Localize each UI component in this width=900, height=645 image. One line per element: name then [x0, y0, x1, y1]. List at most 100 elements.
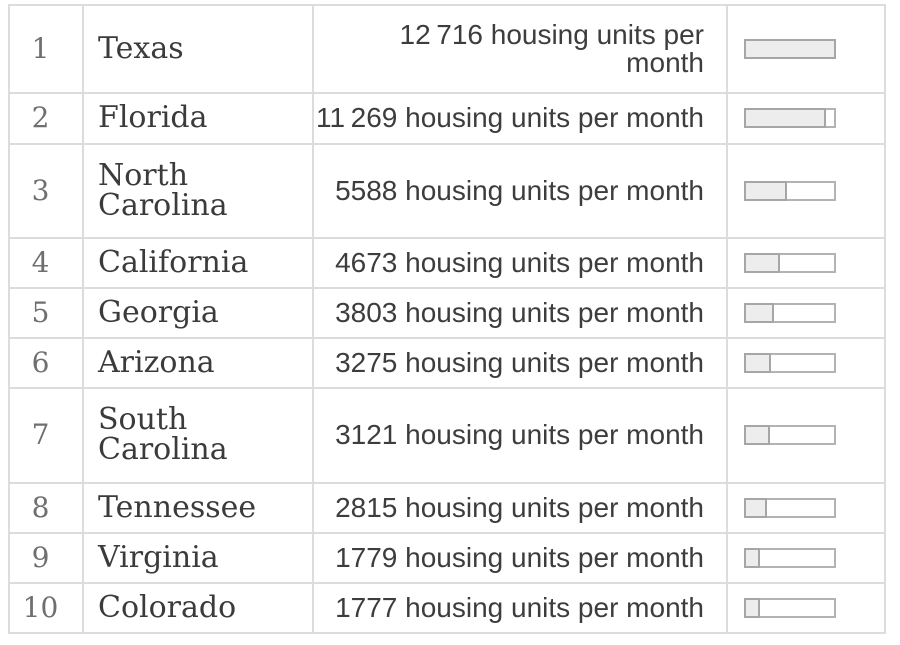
- table-body: 1 Texas 12 716 housing units per month 2…: [8, 3, 886, 635]
- bar-chart: [744, 252, 836, 273]
- bar-cell: [726, 581, 886, 635]
- bar-cell: [726, 337, 886, 390]
- state-name-label: Florida: [98, 100, 208, 136]
- ranking-table: 1 Texas 12 716 housing units per month 2…: [8, 3, 886, 635]
- state-name-label: Colorado: [98, 589, 237, 625]
- value-cell: 11 269 housing units per month: [312, 92, 728, 145]
- value-label: 12 716 housing units per month: [399, 19, 705, 79]
- table-row: 6 Arizona 3275 housing units per month: [8, 337, 886, 390]
- value-label: 5588 housing units per month: [335, 174, 704, 206]
- state-name-label: Tennessee: [98, 489, 257, 525]
- rank-cell: 4: [8, 236, 84, 290]
- table-row: 10 Colorado 1777 housing units per month: [8, 581, 886, 635]
- value-label: 3803 housing units per month: [335, 297, 704, 329]
- state-name-label: Arizona: [98, 345, 215, 381]
- bar-chart: [744, 180, 836, 201]
- bar-cell: [726, 387, 886, 484]
- rank-cell: 8: [8, 481, 84, 534]
- bar-fill: [744, 252, 781, 273]
- rank-cell: 5: [8, 286, 84, 340]
- value-cell: 5588 housing units per month: [312, 142, 728, 239]
- bar-cell: [726, 142, 886, 239]
- state-name-label: North Carolina: [98, 157, 228, 223]
- state-name-cell: Arizona: [82, 337, 314, 390]
- rank-cell: 9: [8, 531, 84, 584]
- rank-cell: 2: [8, 92, 84, 145]
- table-row: 5 Georgia 3803 housing units per month: [8, 286, 886, 340]
- table-row: 3 North Carolina 5588 housing units per …: [8, 142, 886, 239]
- bar-chart: [744, 547, 836, 568]
- rank-label: 5: [31, 296, 50, 330]
- rank-label: 1: [31, 32, 50, 66]
- bar-fill: [744, 353, 771, 374]
- rank-cell: 1: [8, 3, 84, 95]
- state-name-cell: South Carolina: [82, 387, 314, 484]
- rank-cell: 3: [8, 142, 84, 239]
- value-cell: 2815 housing units per month: [312, 481, 728, 534]
- state-name-cell: Colorado: [82, 581, 314, 635]
- state-name-label: Georgia: [98, 295, 219, 331]
- bar-chart: [744, 597, 836, 618]
- value-label: 3275 housing units per month: [335, 347, 704, 379]
- bar-cell: [726, 286, 886, 340]
- bar-fill: [744, 547, 761, 568]
- bar-chart: [744, 303, 836, 324]
- bar-cell: [726, 481, 886, 534]
- table-row: 2 Florida 11 269 housing units per month: [8, 92, 886, 145]
- value-cell: 4673 housing units per month: [312, 236, 728, 290]
- bar-fill: [744, 39, 836, 60]
- rank-label: 4: [31, 245, 50, 279]
- value-label: 3121 housing units per month: [335, 419, 704, 451]
- value-label: 2815 housing units per month: [335, 491, 704, 523]
- value-cell: 3803 housing units per month: [312, 286, 728, 340]
- bar-chart: [744, 39, 836, 60]
- rank-label: 8: [31, 490, 50, 524]
- table-row: 1 Texas 12 716 housing units per month: [8, 3, 886, 95]
- bar-fill: [744, 180, 787, 201]
- rank-cell: 10: [8, 581, 84, 635]
- bar-cell: [726, 531, 886, 584]
- rank-label: 9: [31, 540, 50, 574]
- value-cell: 1779 housing units per month: [312, 531, 728, 584]
- state-name-label: South Carolina: [98, 402, 228, 468]
- value-cell: 1777 housing units per month: [312, 581, 728, 635]
- rank-label: 2: [31, 101, 50, 135]
- rank-label: 7: [31, 418, 50, 452]
- state-name-cell: Georgia: [82, 286, 314, 340]
- table-row: 9 Virginia 1779 housing units per month: [8, 531, 886, 584]
- bar-fill: [744, 597, 761, 618]
- state-name-label: Virginia: [98, 539, 219, 575]
- bar-chart: [744, 108, 836, 129]
- value-label: 4673 housing units per month: [335, 246, 704, 278]
- value-cell: 3275 housing units per month: [312, 337, 728, 390]
- bar-fill: [744, 497, 768, 518]
- table-row: 4 California 4673 housing units per mont…: [8, 236, 886, 290]
- value-label: 1777 housing units per month: [335, 591, 704, 623]
- value-cell: 12 716 housing units per month: [312, 3, 728, 95]
- rank-cell: 6: [8, 337, 84, 390]
- state-name-label: Texas: [98, 31, 184, 67]
- bar-fill: [744, 303, 775, 324]
- state-name-label: California: [98, 244, 249, 280]
- state-name-cell: Texas: [82, 3, 314, 95]
- rank-label: 6: [31, 346, 50, 380]
- table-row: 8 Tennessee 2815 housing units per month: [8, 481, 886, 534]
- table-row: 7 South Carolina 3121 housing units per …: [8, 387, 886, 484]
- bar-fill: [744, 108, 826, 129]
- rank-label: 3: [31, 173, 50, 207]
- bar-fill: [744, 425, 770, 446]
- rank-label: 10: [22, 590, 59, 624]
- state-name-cell: Tennessee: [82, 481, 314, 534]
- state-name-cell: California: [82, 236, 314, 290]
- bar-chart: [744, 425, 836, 446]
- bar-cell: [726, 236, 886, 290]
- state-name-cell: Virginia: [82, 531, 314, 584]
- bar-cell: [726, 3, 886, 95]
- state-name-cell: North Carolina: [82, 142, 314, 239]
- value-cell: 3121 housing units per month: [312, 387, 728, 484]
- bar-cell: [726, 92, 886, 145]
- value-label: 11 269 housing units per month: [315, 102, 704, 134]
- bar-chart: [744, 497, 836, 518]
- state-name-cell: Florida: [82, 92, 314, 145]
